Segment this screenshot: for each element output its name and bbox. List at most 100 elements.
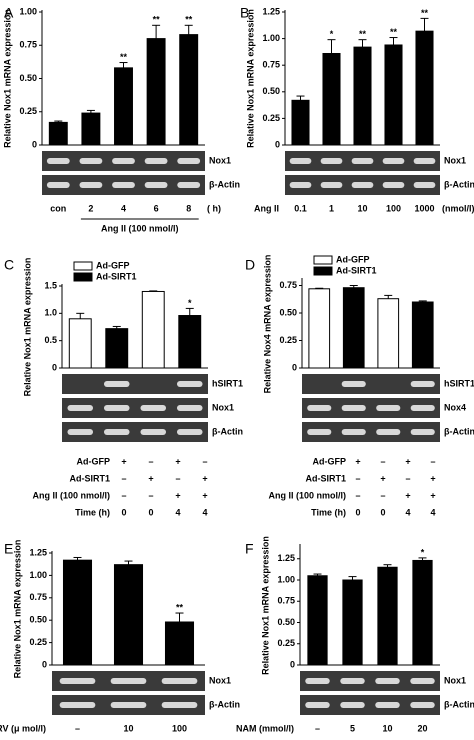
table-cell: 0 — [121, 507, 126, 517]
gel — [62, 374, 208, 394]
table-cell: + — [202, 473, 207, 483]
gel-band — [161, 702, 198, 708]
y-tick-label: 0.50 — [279, 307, 297, 317]
table-cell: + — [175, 490, 180, 500]
gel-band — [140, 429, 167, 435]
gel-band — [305, 678, 330, 684]
gel-band — [46, 182, 70, 188]
gel-band — [79, 182, 103, 188]
gel-band — [341, 381, 366, 387]
legend-label: Ad-SIRT1 — [96, 271, 137, 281]
gel-band — [103, 405, 130, 411]
legend-swatch — [313, 255, 333, 265]
table-cell: – — [148, 490, 153, 500]
x-tick-label: – — [315, 723, 320, 733]
y-tick-label: 0.75 — [277, 596, 295, 606]
gel — [302, 422, 440, 442]
gel-band — [110, 678, 147, 684]
y-axis-label: Relative Nox1 mRNA expression — [245, 9, 255, 148]
bar — [141, 290, 165, 369]
bar — [114, 67, 133, 146]
bar — [353, 46, 372, 146]
table-cell: – — [380, 456, 385, 466]
blot-label: β-Actin — [209, 699, 240, 709]
panel-letter: D — [245, 257, 255, 273]
gel-band — [375, 702, 400, 708]
table-cell: + — [430, 473, 435, 483]
table-cell: + — [175, 456, 180, 466]
legend-label: Ad-SIRT1 — [336, 265, 377, 275]
legend-label: Ad-GFP — [336, 254, 370, 264]
blot-label: β-Actin — [212, 426, 243, 436]
table-cell: – — [355, 473, 360, 483]
bar — [342, 579, 363, 666]
table-cell: 4 — [405, 507, 410, 517]
y-tick-label: 0.75 — [279, 280, 297, 290]
gel-band — [351, 182, 374, 188]
gel — [300, 695, 440, 715]
gel-band — [307, 429, 332, 435]
blot-label: Nox4 — [444, 402, 466, 412]
significance-label: ** — [120, 52, 128, 62]
table-cell: – — [405, 473, 410, 483]
y-tick-label: 0.5 — [44, 335, 57, 345]
gel-band — [375, 678, 400, 684]
table-cell: – — [121, 490, 126, 500]
table-cell: 4 — [202, 507, 207, 517]
gel — [302, 374, 440, 394]
gel-band — [410, 381, 435, 387]
gel-band — [176, 381, 203, 387]
gel-band — [103, 429, 130, 435]
gel-band — [59, 702, 96, 708]
gel-band — [176, 405, 203, 411]
x-axis-unit: (nmol/l) — [442, 203, 474, 213]
bar — [68, 318, 92, 369]
table-cell: – — [121, 473, 126, 483]
bar — [146, 38, 166, 146]
legend-label: Ad-GFP — [96, 260, 130, 270]
y-tick-label: 0 — [292, 362, 297, 372]
y-axis-label: Relative Nox4 mRNA expression — [262, 255, 272, 394]
table-row-label: Ad-GFP — [77, 456, 111, 466]
legend-swatch — [73, 272, 93, 282]
table-cell: – — [175, 473, 180, 483]
x-axis-unit: ( h) — [207, 203, 221, 213]
gel-band — [410, 702, 435, 708]
table-cell: + — [121, 456, 126, 466]
table-cell: – — [430, 456, 435, 466]
gel-band — [410, 678, 435, 684]
y-tick-label: 1.00 — [262, 33, 280, 43]
x-tick-label: 6 — [154, 203, 159, 213]
panel-letter: C — [4, 257, 14, 273]
gel-band — [144, 158, 168, 164]
x-tick-label: 5 — [350, 723, 355, 733]
significance-label: ** — [421, 8, 429, 18]
y-tick-label: 0 — [42, 659, 47, 669]
bar — [411, 301, 434, 369]
legend-swatch — [313, 266, 333, 276]
gel — [62, 398, 208, 418]
legend-swatch — [73, 261, 93, 271]
y-tick-label: 0.75 — [262, 60, 280, 70]
gel-band — [341, 405, 366, 411]
table-cell: – — [380, 490, 385, 500]
gel-band — [112, 182, 135, 188]
x-tick-label: 2 — [88, 203, 93, 213]
gel-band — [110, 702, 147, 708]
table-cell: – — [148, 456, 153, 466]
y-tick-label: 0.25 — [277, 638, 295, 648]
y-tick-label: 1.00 — [19, 6, 37, 16]
significance-label: * — [188, 298, 192, 308]
panel-letter: F — [245, 541, 254, 557]
blot-label: Nox1 — [209, 155, 231, 165]
table-cell: + — [355, 456, 360, 466]
bar — [307, 575, 328, 666]
table-cell: 0 — [355, 507, 360, 517]
significance-label: ** — [359, 29, 367, 39]
x-tick-label: 1000 — [414, 203, 434, 213]
y-tick-label: 0 — [290, 659, 295, 669]
bar — [377, 298, 400, 369]
gel-band — [289, 182, 312, 188]
table-row-label: Ang II (100 nmol/l) — [32, 490, 110, 500]
table-cell: 4 — [430, 507, 435, 517]
